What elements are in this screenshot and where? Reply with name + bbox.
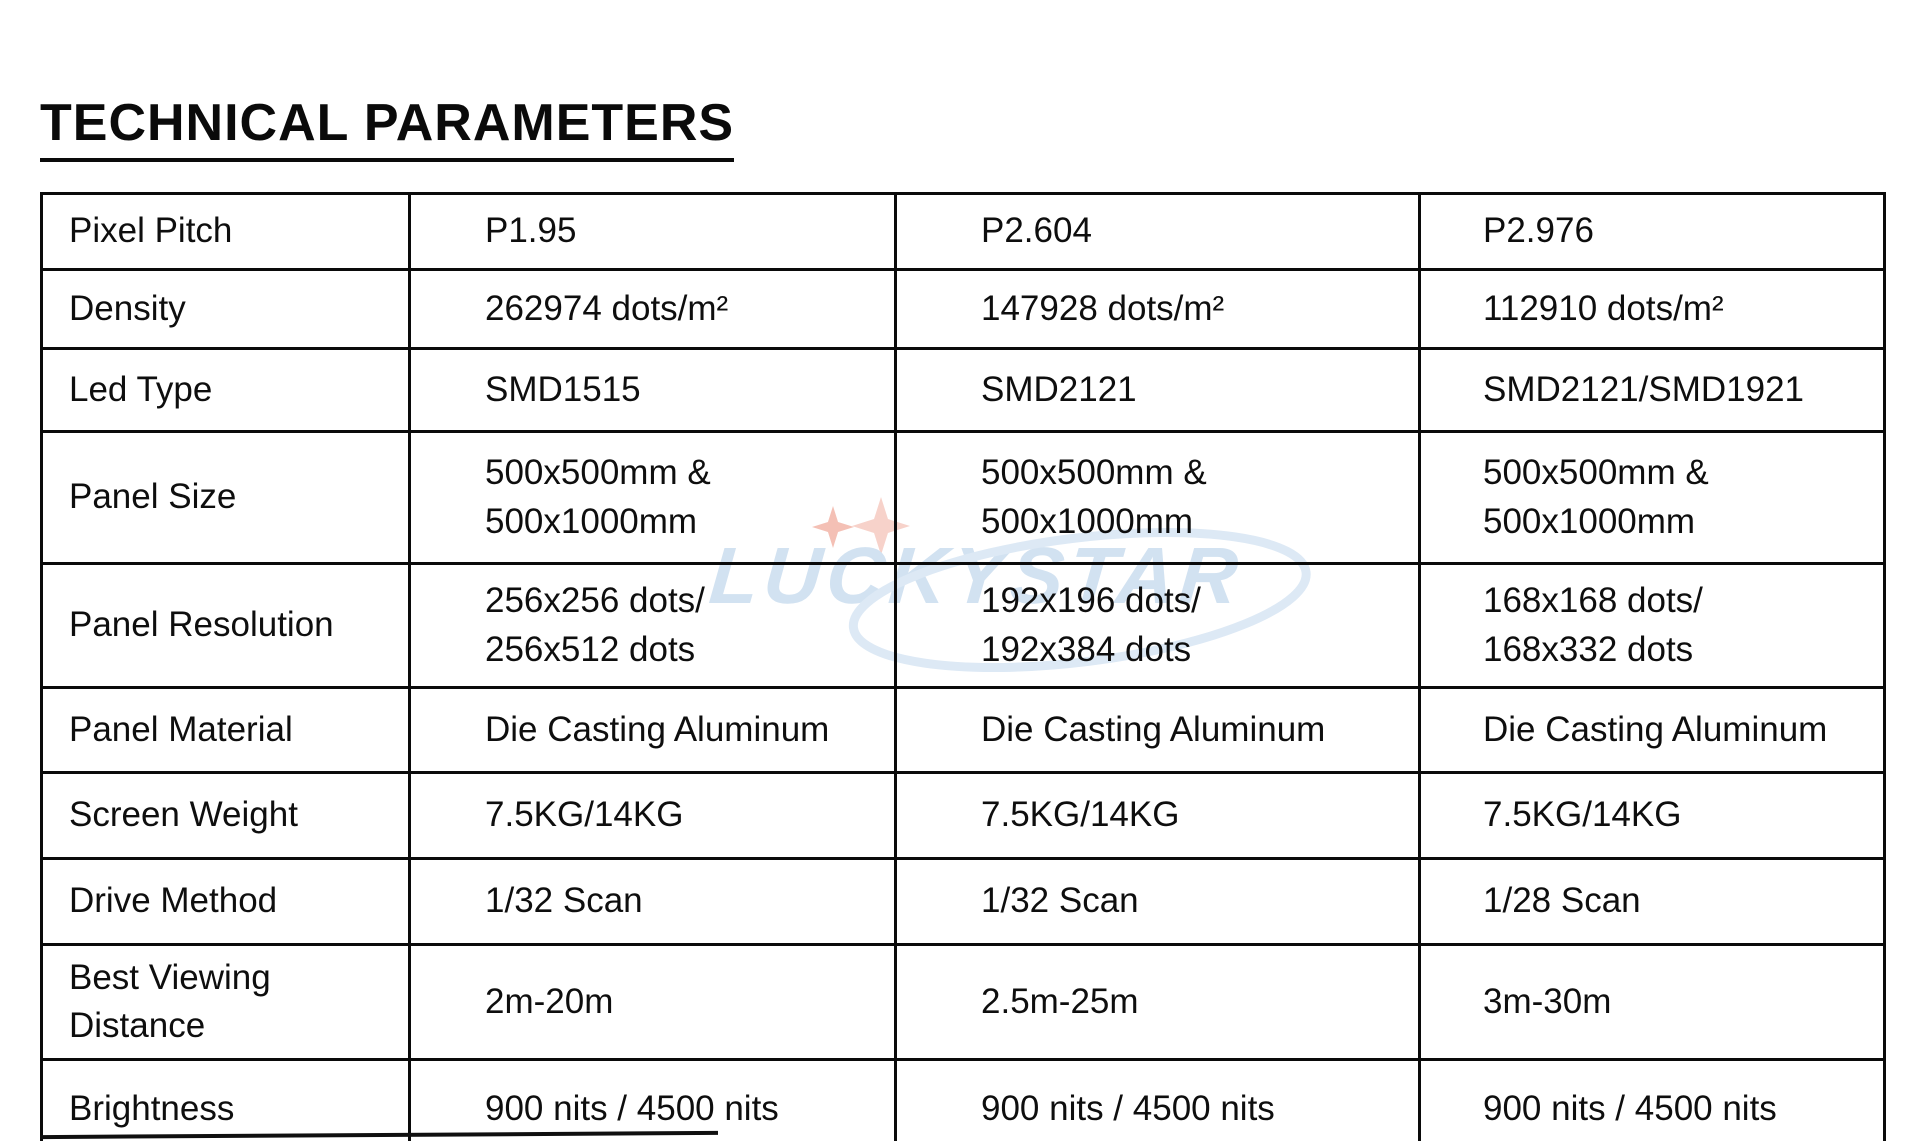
param-label: Drive Method [40, 857, 411, 946]
table-row: Panel Size 500x500mm & 500x1000mm 500x50… [40, 430, 1886, 565]
param-label: Panel Material [40, 686, 411, 774]
param-value: 7.5KG/14KG [408, 771, 897, 860]
param-label: Led Type [40, 347, 411, 433]
param-value: P1.95 [408, 192, 897, 271]
param-label: Best Viewing Distance [40, 943, 411, 1061]
param-value: Die Casting Aluminum [1418, 686, 1886, 774]
param-value: Die Casting Aluminum [894, 686, 1421, 774]
param-value: SMD2121/SMD1921 [1418, 347, 1886, 433]
param-label: Screen Weight [40, 771, 411, 860]
param-label: Brightness [40, 1058, 411, 1141]
param-value: 2.5m-25m [894, 943, 1421, 1061]
param-label: Pixel Pitch [40, 192, 411, 271]
param-value: 192x196 dots/ 192x384 dots [894, 562, 1421, 689]
param-value: 7.5KG/14KG [894, 771, 1421, 860]
table-row: Pixel Pitch P1.95 P2.604 P2.976 [40, 192, 1886, 271]
param-value: 2m-20m [408, 943, 897, 1061]
table-row: Density 262974 dots/m² 147928 dots/m² 11… [40, 268, 1886, 350]
table-row: Drive Method 1/32 Scan 1/32 Scan 1/28 Sc… [40, 857, 1886, 946]
param-label: Panel Resolution [40, 562, 411, 689]
technical-parameters-table: Pixel Pitch P1.95 P2.604 P2.976 Density … [40, 192, 1886, 1141]
param-label: Density [40, 268, 411, 350]
param-value: 900 nits / 4500 nits [894, 1058, 1421, 1141]
param-value: 500x500mm & 500x1000mm [894, 430, 1421, 565]
param-value: 900 nits / 4500 nits [1418, 1058, 1886, 1141]
param-value: 3m-30m [1418, 943, 1886, 1061]
param-value: 7.5KG/14KG [1418, 771, 1886, 860]
param-value: 1/32 Scan [894, 857, 1421, 946]
param-value: 112910 dots/m² [1418, 268, 1886, 350]
table-row: Panel Resolution 256x256 dots/ 256x512 d… [40, 562, 1886, 689]
param-value: 1/28 Scan [1418, 857, 1886, 946]
page-title: TECHNICAL PARAMETERS [40, 96, 735, 162]
param-value: P2.604 [894, 192, 1421, 271]
param-value: 1/32 Scan [408, 857, 897, 946]
param-value: 900 nits / 4500 nits [408, 1058, 897, 1141]
table-row: Best Viewing Distance 2m-20m 2.5m-25m 3m… [40, 943, 1886, 1061]
param-value: 262974 dots/m² [408, 268, 897, 350]
param-value: SMD2121 [894, 347, 1421, 433]
table-row: Led Type SMD1515 SMD2121 SMD2121/SMD1921 [40, 347, 1886, 433]
table-row: Screen Weight 7.5KG/14KG 7.5KG/14KG 7.5K… [40, 771, 1886, 860]
table-row: Panel Material Die Casting Aluminum Die … [40, 686, 1886, 774]
param-value: SMD1515 [408, 347, 897, 433]
param-value: Die Casting Aluminum [408, 686, 897, 774]
param-value: 500x500mm & 500x1000mm [408, 430, 897, 565]
param-value: 168x168 dots/ 168x332 dots [1418, 562, 1886, 689]
param-value: 256x256 dots/ 256x512 dots [408, 562, 897, 689]
table-row: Brightness 900 nits / 4500 nits 900 nits… [40, 1058, 1886, 1141]
param-value: 147928 dots/m² [894, 268, 1421, 350]
param-value: 500x500mm & 500x1000mm [1418, 430, 1886, 565]
param-value: P2.976 [1418, 192, 1886, 271]
param-label: Panel Size [40, 430, 411, 565]
